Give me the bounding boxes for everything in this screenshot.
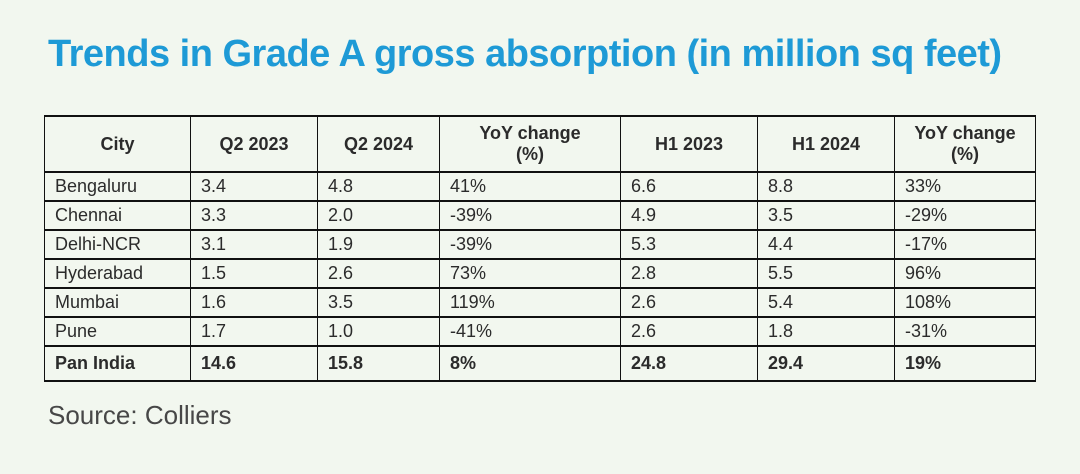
city-cell: Hyderabad bbox=[44, 258, 191, 290]
value-cell: 15.8 bbox=[317, 345, 440, 383]
value-cell: 2.6 bbox=[317, 258, 440, 290]
value-cell: -39% bbox=[439, 229, 621, 261]
city-cell: Mumbai bbox=[44, 287, 191, 319]
city-cell: Chennai bbox=[44, 200, 191, 232]
value-cell: 3.3 bbox=[190, 200, 318, 232]
value-cell: 2.6 bbox=[620, 316, 758, 348]
value-cell: 108% bbox=[894, 287, 1036, 319]
value-cell: 29.4 bbox=[757, 345, 895, 383]
value-cell: 5.3 bbox=[620, 229, 758, 261]
column-header-yoy-q2: YoY change (%) bbox=[439, 115, 621, 174]
value-cell: 1.6 bbox=[190, 287, 318, 319]
value-cell: 1.5 bbox=[190, 258, 318, 290]
value-cell: 3.1 bbox=[190, 229, 318, 261]
value-cell: -29% bbox=[894, 200, 1036, 232]
table-row-chennai: Chennai 3.3 2.0 -39% 4.9 3.5 -29% bbox=[44, 200, 1036, 232]
value-cell: 119% bbox=[439, 287, 621, 319]
value-cell: 96% bbox=[894, 258, 1036, 290]
value-cell: 8.8 bbox=[757, 171, 895, 203]
value-cell: 41% bbox=[439, 171, 621, 203]
value-cell: 1.0 bbox=[317, 316, 440, 348]
column-header-h1-2023: H1 2023 bbox=[620, 115, 758, 174]
column-header-city: City bbox=[44, 115, 191, 174]
value-cell: 3.5 bbox=[317, 287, 440, 319]
table-row-mumbai: Mumbai 1.6 3.5 119% 2.6 5.4 108% bbox=[44, 287, 1036, 319]
value-cell: 8% bbox=[439, 345, 621, 383]
city-cell: Pan India bbox=[44, 345, 191, 383]
column-header-q2-2023: Q2 2023 bbox=[190, 115, 318, 174]
value-cell: 73% bbox=[439, 258, 621, 290]
city-cell: Delhi-NCR bbox=[44, 229, 191, 261]
source-label: Source: Colliers bbox=[48, 400, 232, 431]
value-cell: 33% bbox=[894, 171, 1036, 203]
value-cell: 2.0 bbox=[317, 200, 440, 232]
value-cell: -41% bbox=[439, 316, 621, 348]
table-row-delhi-ncr: Delhi-NCR 3.1 1.9 -39% 5.3 4.4 -17% bbox=[44, 229, 1036, 261]
table-header-row: City Q2 2023 Q2 2024 YoY change (%) H1 2… bbox=[44, 115, 1036, 174]
value-cell: 1.7 bbox=[190, 316, 318, 348]
value-cell: 3.5 bbox=[757, 200, 895, 232]
value-cell: 4.8 bbox=[317, 171, 440, 203]
value-cell: 1.8 bbox=[757, 316, 895, 348]
table-row-hyderabad: Hyderabad 1.5 2.6 73% 2.8 5.5 96% bbox=[44, 258, 1036, 290]
page-title: Trends in Grade A gross absorption (in m… bbox=[48, 33, 1002, 75]
value-cell: 24.8 bbox=[620, 345, 758, 383]
value-cell: 19% bbox=[894, 345, 1036, 383]
table-row-bengaluru: Bengaluru 3.4 4.8 41% 6.6 8.8 33% bbox=[44, 171, 1036, 203]
value-cell: 5.5 bbox=[757, 258, 895, 290]
table-row-pune: Pune 1.7 1.0 -41% 2.6 1.8 -31% bbox=[44, 316, 1036, 348]
value-cell: 5.4 bbox=[757, 287, 895, 319]
value-cell: 4.9 bbox=[620, 200, 758, 232]
grade-a-absorption-table: City Q2 2023 Q2 2024 YoY change (%) H1 2… bbox=[44, 115, 1036, 383]
column-header-yoy-h1: YoY change (%) bbox=[894, 115, 1036, 174]
value-cell: 14.6 bbox=[190, 345, 318, 383]
city-cell: Pune bbox=[44, 316, 191, 348]
city-cell: Bengaluru bbox=[44, 171, 191, 203]
value-cell: 3.4 bbox=[190, 171, 318, 203]
value-cell: 2.8 bbox=[620, 258, 758, 290]
value-cell: 2.6 bbox=[620, 287, 758, 319]
value-cell: 6.6 bbox=[620, 171, 758, 203]
value-cell: -39% bbox=[439, 200, 621, 232]
table-row-pan-india-total: Pan India 14.6 15.8 8% 24.8 29.4 19% bbox=[44, 345, 1036, 383]
value-cell: 1.9 bbox=[317, 229, 440, 261]
value-cell: -31% bbox=[894, 316, 1036, 348]
column-header-q2-2024: Q2 2024 bbox=[317, 115, 440, 174]
value-cell: 4.4 bbox=[757, 229, 895, 261]
column-header-h1-2024: H1 2024 bbox=[757, 115, 895, 174]
value-cell: -17% bbox=[894, 229, 1036, 261]
